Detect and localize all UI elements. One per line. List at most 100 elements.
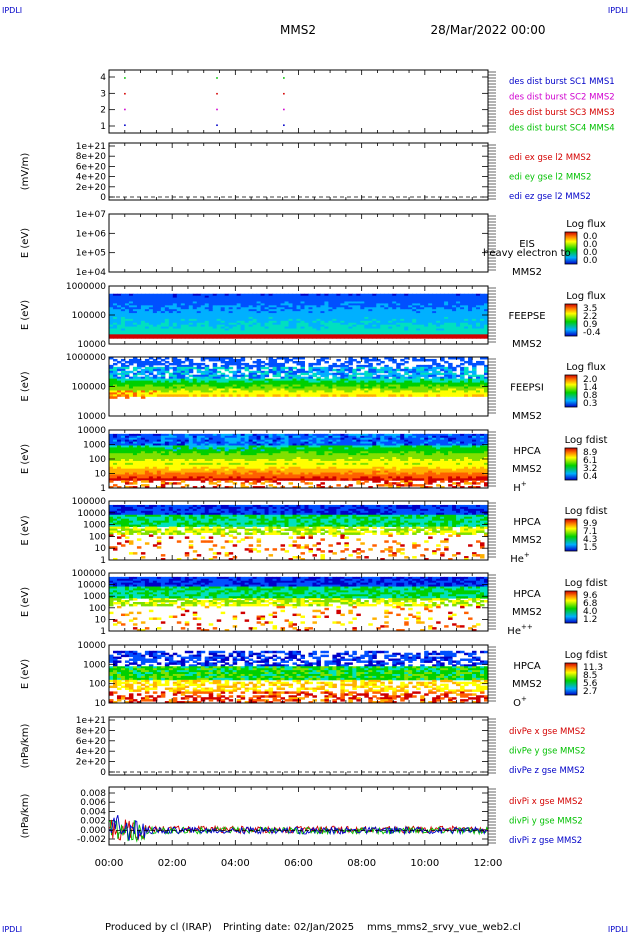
feepse-heat-cell [260, 293, 266, 297]
feepse-heat-cell [236, 316, 242, 320]
feepse-heat-cell [328, 332, 333, 335]
feepsi-heat-cell [364, 378, 369, 382]
feepsi-heat-cell [208, 382, 214, 386]
hpca_h-heat-cell [116, 451, 122, 454]
feepse-heat-cell [444, 318, 449, 322]
feepsi-heat-cell [124, 388, 130, 391]
feepse-heat-cell [388, 315, 393, 318]
feepse-heat-cell [344, 313, 349, 316]
feepsi-heat-cell [264, 386, 270, 389]
feepse-heat-cell [428, 299, 433, 302]
hpca_h-heat-cell [128, 445, 134, 448]
feepse-heat-cell [336, 318, 341, 322]
feepse-heat-cell [109, 297, 114, 301]
feepse-heat-cell [288, 326, 294, 330]
hpca_h-heat-cell [112, 447, 118, 450]
feepse-heat-cell [416, 328, 421, 331]
feepse-heat-cell [260, 318, 266, 322]
feepsi-heat-cell [212, 386, 218, 389]
hpca_h-heat-cell [228, 441, 234, 445]
feepsi-heat-cell [308, 394, 313, 397]
panel-feepse-cbar-tick-label: 3.5 [583, 304, 597, 314]
hpca_h-heat-cell [204, 439, 210, 443]
feepsi-heat-cell [128, 386, 134, 389]
panel-burst-burst-mark [283, 92, 285, 95]
feepsi-heat-cell [268, 364, 274, 368]
feepse-heat-cell [476, 305, 481, 308]
feepsi-heat-cell [300, 392, 305, 395]
feepse-heat-cell [424, 305, 429, 308]
hpca_h-heat-cell [212, 466, 218, 470]
feepse-heat-cell [412, 313, 417, 316]
feepse-heat-cell [456, 301, 461, 304]
feepsi-heat-cell [208, 388, 214, 391]
feepsi-heat-cell [284, 380, 290, 384]
hpca_h-heat-cell [176, 482, 182, 485]
feepsi-heat-cell [344, 360, 349, 364]
feepse-heat-cell [180, 305, 186, 308]
feepsi-heat-cell [320, 374, 325, 378]
feepse-heat-cell [384, 324, 389, 328]
feepsi-heat-cell [252, 394, 258, 397]
feepsi-heat-cell [376, 376, 381, 380]
feepse-heat-cell [412, 293, 417, 297]
feepsi-heat-cell [164, 390, 170, 393]
feepse-heat-cell [328, 311, 333, 314]
feepsi-heat-cell [408, 386, 413, 389]
hpca_h-heat-cell [232, 439, 238, 443]
feepse-heat-cell [216, 299, 222, 302]
feepsi-heat-cell [300, 364, 305, 368]
feepse-heat-cell [312, 301, 317, 304]
feepse-heat-cell [376, 332, 381, 335]
feepsi-heat-cell [168, 376, 174, 380]
feepsi-heat-cell [212, 392, 218, 395]
corner-label-tr: IPDLI [608, 6, 628, 15]
feepse-heat-cell [320, 309, 325, 312]
feepsi-heat-cell [204, 388, 210, 391]
feepsi-heat-cell [388, 378, 393, 382]
hpca_h-heat-cell [204, 433, 210, 437]
feepse-heat-cell [400, 328, 405, 331]
feepse-heat-cell [228, 301, 234, 304]
feepse-heat-cell [204, 297, 210, 301]
feepse-heat-cell [224, 322, 230, 326]
feepsi-heat-cell [460, 380, 465, 384]
feepse-heat-cell [420, 332, 425, 335]
feepse-heat-cell [172, 332, 178, 335]
feepse-heat-cell [324, 307, 329, 310]
feepse-heat-cell [444, 297, 449, 301]
hpca_h-heat-cell [200, 453, 206, 456]
feepse-heat-cell [472, 322, 477, 326]
feepsi-heat-cell [364, 394, 369, 397]
feepse-heat-cell [376, 313, 381, 316]
feepse-heat-cell [256, 305, 262, 308]
feepse-heat-cell [472, 305, 477, 308]
hpca_h-heat-cell [232, 453, 238, 456]
feepse-heat-cell [172, 336, 178, 339]
feepsi-heat-cell [480, 360, 485, 364]
panel-burst-legend-entry: des dist burst SC4 MMS4 [509, 124, 615, 134]
hpca_h-heat-cell [140, 478, 146, 481]
feepsi-heat-cell [160, 390, 166, 393]
feepse-heat-cell [132, 311, 138, 314]
hpca_h-heat-cell [148, 464, 154, 468]
feepsi-heat-cell [468, 386, 473, 389]
feepse-heat-cell [208, 315, 214, 318]
feepsi-heat-cell [109, 382, 114, 386]
feepsi-heat-cell [136, 358, 142, 362]
feepse-heat-cell [196, 301, 202, 304]
feepse-heat-cell [109, 334, 114, 337]
feepsi-heat-cell [376, 368, 381, 372]
feepsi-heat-cell [452, 386, 457, 389]
hpca_h-heat-cell [112, 459, 118, 462]
feepse-heat-cell [384, 297, 389, 301]
feepsi-heat-cell [392, 382, 397, 386]
feepsi-heat-cell [188, 360, 194, 364]
hpca_h-heat-cell [156, 445, 162, 448]
feepse-heat-cell [476, 311, 481, 314]
feepse-heat-cell [452, 295, 457, 299]
feepse-heat-cell [196, 315, 202, 318]
hpca_h-heat-cell [116, 457, 122, 460]
feepse-heat-cell [448, 313, 453, 316]
feepse-heat-cell [460, 316, 465, 320]
